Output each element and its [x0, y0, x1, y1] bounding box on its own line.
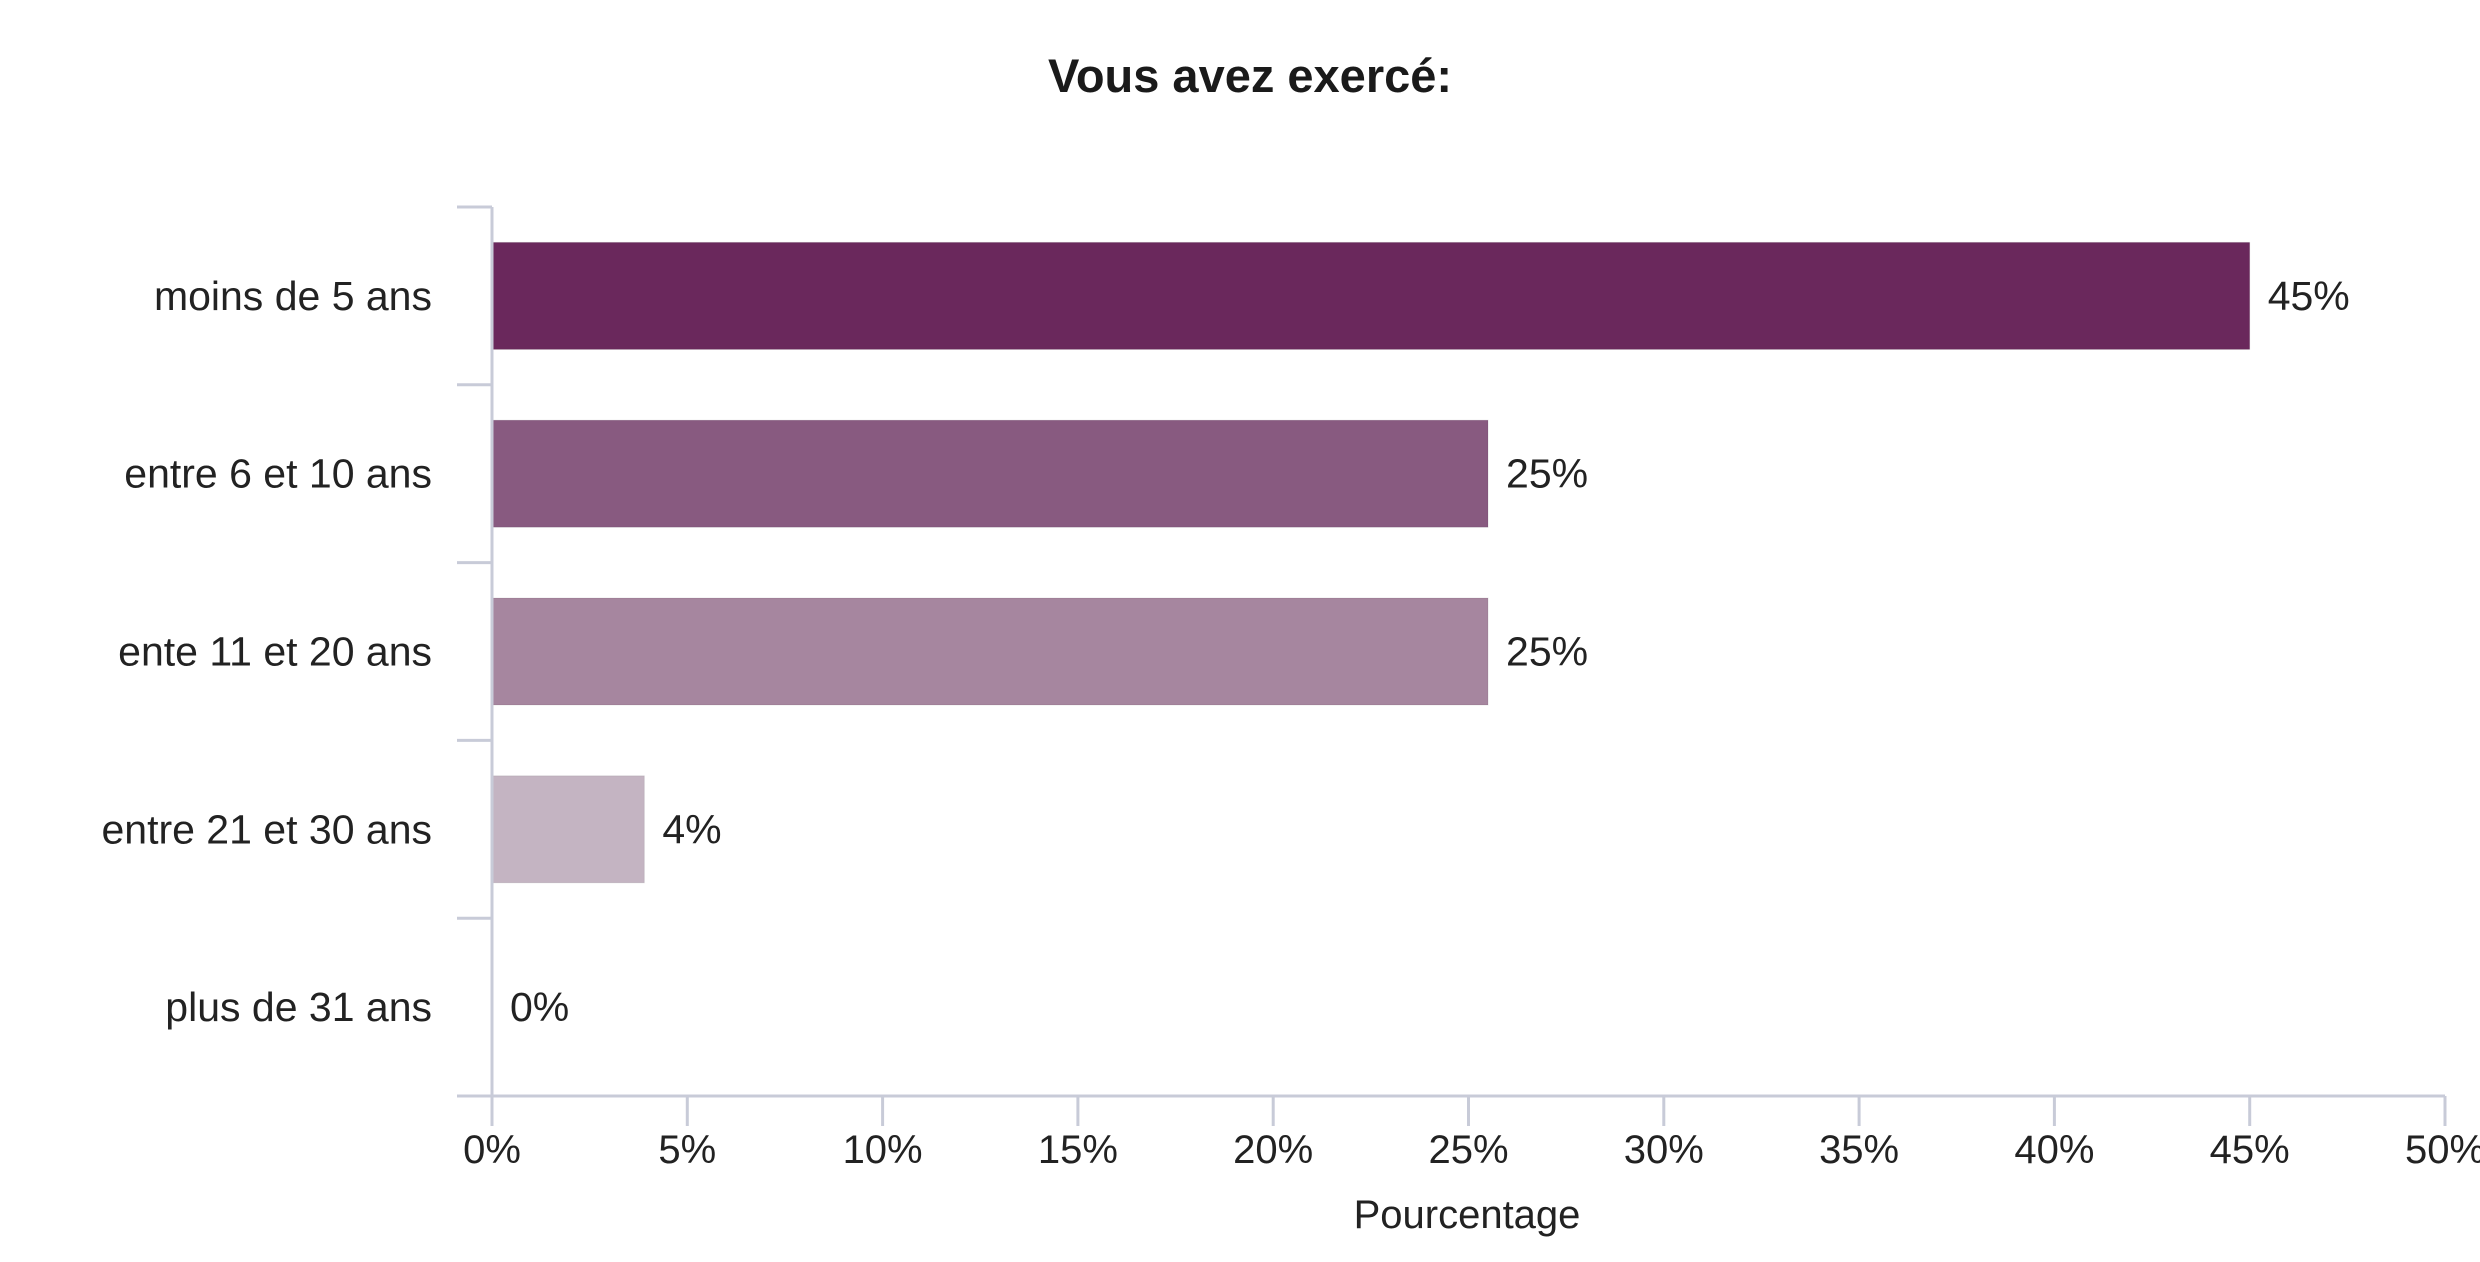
bar-1	[491, 241, 2251, 350]
x-tick-label-4: 20%	[1233, 1128, 1313, 1172]
x-tick-label-10: 50%	[2405, 1128, 2480, 1172]
x-tick-label-3: 15%	[1038, 1128, 1118, 1172]
x-tick-label-2: 10%	[843, 1128, 923, 1172]
category-label-2: entre 6 et 10 ans	[124, 451, 432, 497]
bar-4	[491, 775, 645, 884]
value-label-1: 45%	[2268, 273, 2350, 319]
bars-layer: moins de 5 ans 45% entre 6 et 10 ans 25% ent…	[101, 241, 2350, 1030]
category-label-5: plus de 31 ans	[165, 984, 432, 1030]
x-tick-label-7: 35%	[1819, 1128, 1899, 1172]
x-tick-label-0: 0%	[463, 1128, 521, 1172]
x-tick-label-5: 25%	[1428, 1128, 1508, 1172]
value-label-3: 25%	[1506, 629, 1588, 675]
bar-3	[491, 597, 1489, 706]
x-tick-label-9: 45%	[2210, 1128, 2290, 1172]
x-tick-label-6: 30%	[1624, 1128, 1704, 1172]
category-label-3: ente 11 et 20 ans	[118, 629, 432, 675]
x-axis-title: Pourcentage	[1354, 1193, 1581, 1237]
value-label-4: 4%	[662, 806, 721, 852]
category-label-1: moins de 5 ans	[154, 273, 432, 319]
axes-layer: 0% 5% 10% 15% 20% 25% 30% 35% 40% 45% 50%	[457, 205, 2480, 1172]
chart-title: Vous avez exercé:	[1048, 49, 1452, 102]
bar-2	[491, 419, 1489, 528]
value-label-5: 0%	[510, 984, 569, 1030]
x-tick-label-1: 5%	[658, 1128, 716, 1172]
value-label-2: 25%	[1506, 451, 1588, 497]
category-label-4: entre 21 et 30 ans	[101, 806, 432, 852]
x-tick-label-8: 40%	[2014, 1128, 2094, 1172]
